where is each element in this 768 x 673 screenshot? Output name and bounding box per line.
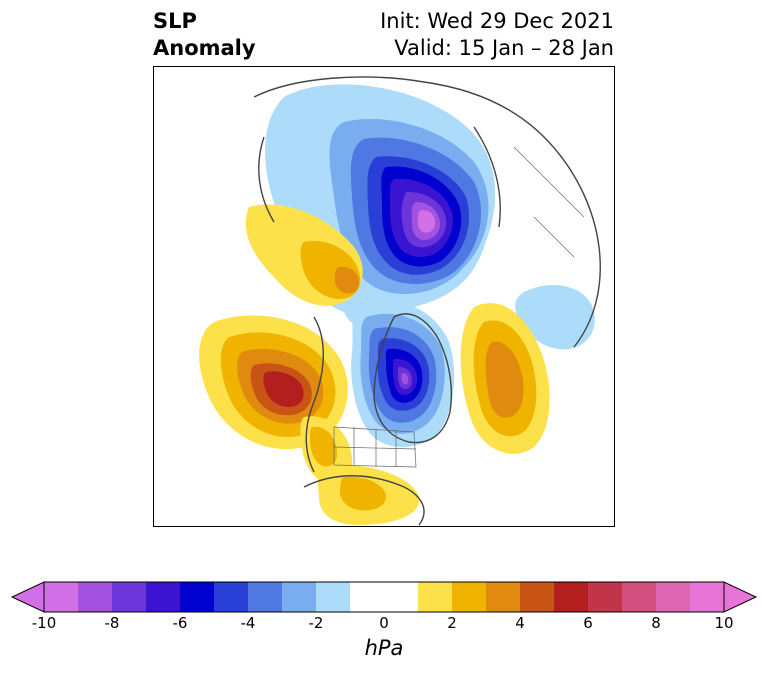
colorbar-tick-label: 10 [714, 614, 734, 632]
colorbar-segment [656, 582, 691, 612]
positive-anomaly-southeast-us [318, 465, 420, 525]
colorbar-segment [350, 582, 385, 612]
negative-anomaly-east [515, 284, 595, 350]
colorbar-extend-high [723, 581, 758, 613]
init-date: Init: Wed 29 Dec 2021 [380, 9, 614, 33]
colorbar-tick-label: -6 [172, 614, 188, 632]
colorbar-tick-label: -10 [31, 614, 57, 632]
positive-anomaly-north-pacific [199, 315, 348, 450]
title-line-2: Anomaly [153, 36, 256, 60]
colorbar-segment [554, 582, 589, 612]
colorbar-tick-label: 2 [447, 614, 457, 632]
colorbar-svg [10, 581, 758, 613]
colorbar-segment [146, 582, 181, 612]
colorbar-segment [486, 582, 521, 612]
colorbar-tick-label: 8 [651, 614, 661, 632]
colorbar-tick-label: 0 [379, 614, 389, 632]
colorbar-segment [520, 582, 555, 612]
title-line-1: SLP [153, 9, 197, 33]
colorbar-segment [180, 582, 215, 612]
colorbar-segment [588, 582, 623, 612]
negative-anomaly-hudson-bay [351, 301, 455, 447]
colorbar-extend-low [10, 581, 45, 613]
colorbar-segment [622, 582, 657, 612]
colorbar [10, 580, 758, 618]
slp-anomaly-map [153, 66, 615, 527]
colorbar-tick-label: 6 [583, 614, 593, 632]
colorbar-tick-label: 4 [515, 614, 525, 632]
valid-range: Valid: 15 Jan – 28 Jan [394, 36, 614, 60]
colorbar-tick-label: -8 [104, 614, 120, 632]
map-title: SLP Anomaly [153, 8, 256, 62]
colorbar-segment [282, 582, 317, 612]
positive-anomaly-north-atlantic [460, 303, 550, 454]
colorbar-segment [248, 582, 283, 612]
colorbar-segment [452, 582, 487, 612]
colorbar-tick-label: -4 [240, 614, 256, 632]
political-borders [333, 146, 585, 468]
colorbar-segment [112, 582, 147, 612]
colorbar-tick-label: -2 [308, 614, 324, 632]
forecast-dates: Init: Wed 29 Dec 2021 Valid: 15 Jan – 28… [380, 8, 614, 62]
colorbar-segment [44, 582, 79, 612]
colorbar-unit: hPa [364, 636, 404, 660]
colorbar-segment [690, 582, 725, 612]
colorbar-segment [418, 582, 453, 612]
positive-anomaly-europe [245, 204, 363, 306]
colorbar-segment [316, 582, 351, 612]
coastlines [253, 76, 601, 526]
colorbar-border [43, 581, 725, 613]
colorbar-segment [78, 582, 113, 612]
colorbar-segment [384, 582, 419, 612]
colorbar-segment [214, 582, 249, 612]
